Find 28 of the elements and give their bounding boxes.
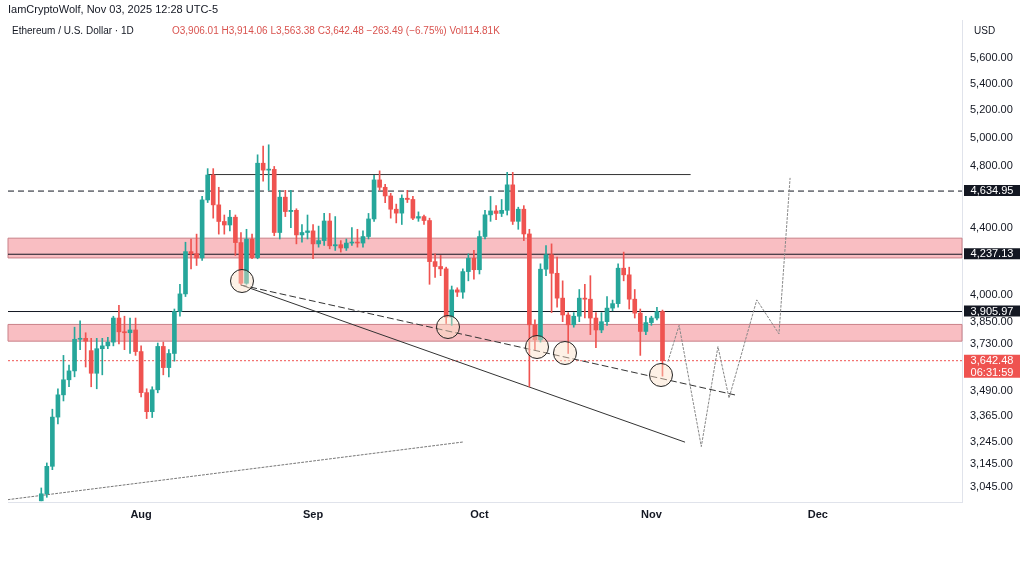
candlestick (565, 312, 571, 354)
y-tick-label: 5,000.00 (970, 130, 1013, 143)
y-tick-label: 4,400.00 (970, 220, 1013, 233)
x-tick-label: Nov (641, 507, 663, 520)
y-tick-label: 4,800.00 (970, 159, 1013, 172)
y-tick-label: 5,600.00 (970, 50, 1013, 63)
y-tick-label: 5,400.00 (970, 76, 1013, 89)
y-tick-label: 5,200.00 (970, 103, 1013, 116)
y-tick-label: 3,045.00 (970, 479, 1013, 492)
ref-line-label: 4,237.13 (970, 247, 1014, 260)
x-tick-label: Sep (302, 507, 324, 520)
y-tick-label: 3,365.00 (970, 409, 1013, 422)
x-tick-label: Aug (130, 507, 152, 520)
y-axis-title: USD (974, 25, 996, 36)
text: O3,906.01 H3,914.06 L3,563.38 C3,642.48 −263.49 (−6.75%) Vol114.81K (172, 25, 500, 36)
y-tick-label: 3,245.00 (970, 435, 1013, 448)
x-tick-label: Oct (470, 507, 489, 520)
text: IamCryptoWolf, Nov 03, 2025 12:28 UTC-5 (8, 3, 219, 15)
y-tick-label: 3,490.00 (970, 383, 1013, 396)
text: Ethereum / U.S. Dollar · 1D (12, 25, 134, 36)
y-tick-label: 3,145.00 (970, 457, 1013, 470)
y-tick-label: 3,730.00 (970, 337, 1013, 350)
ref-line-label: 3,905.97 (970, 304, 1014, 317)
candlestick (332, 216, 338, 251)
x-tick-label: Dec (807, 507, 828, 520)
ref-line-label: 3,642.48 06:31:59 (970, 353, 1014, 378)
ref-line-label: 4,634.95 (970, 184, 1014, 197)
y-tick-label: 4,000.00 (970, 287, 1013, 300)
